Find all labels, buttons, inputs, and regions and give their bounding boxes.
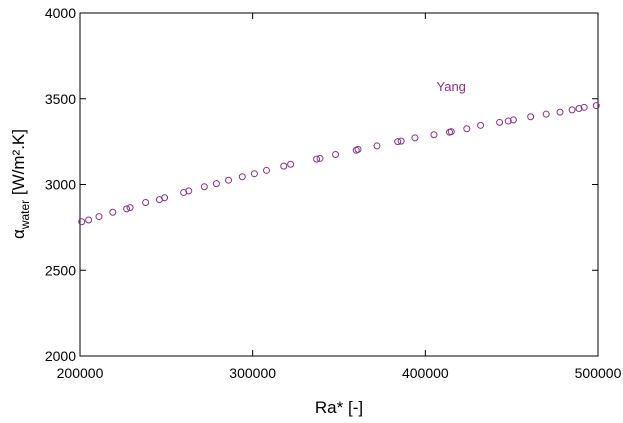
data-point bbox=[224, 176, 232, 184]
data-point bbox=[142, 199, 150, 207]
x-tick-label: 300000 bbox=[229, 365, 276, 381]
data-point bbox=[430, 131, 438, 139]
data-point bbox=[504, 117, 512, 125]
data-point bbox=[126, 204, 134, 212]
y-axis-title: αwater [W/m².K] bbox=[9, 129, 32, 239]
data-point bbox=[212, 180, 220, 188]
data-point bbox=[354, 145, 362, 153]
data-point bbox=[477, 121, 485, 129]
data-point bbox=[200, 183, 208, 191]
data-point bbox=[509, 116, 517, 124]
data-point bbox=[447, 128, 455, 136]
y-tick-label: 2000 bbox=[45, 348, 76, 364]
data-point bbox=[185, 187, 193, 195]
x-tick-label: 500000 bbox=[575, 365, 622, 381]
data-point bbox=[397, 137, 405, 145]
data-point bbox=[262, 166, 270, 174]
y-axis-title-subscript: water bbox=[18, 200, 32, 230]
data-point bbox=[580, 103, 588, 111]
data-point bbox=[463, 125, 471, 133]
data-point bbox=[280, 162, 288, 170]
data-point bbox=[123, 205, 131, 213]
y-tick-label: 2500 bbox=[45, 262, 76, 278]
x-axis-title: Ra* [-] bbox=[315, 398, 363, 417]
x-tick-label: 400000 bbox=[402, 365, 449, 381]
data-point bbox=[316, 154, 324, 162]
data-point bbox=[109, 208, 117, 216]
y-axis-title-symbol: α bbox=[9, 229, 28, 239]
y-tick-label: 4000 bbox=[45, 5, 76, 21]
data-point bbox=[542, 110, 550, 118]
data-point bbox=[78, 218, 86, 226]
series-annotation-label: Yang bbox=[437, 79, 466, 94]
data-points bbox=[78, 102, 600, 226]
data-point bbox=[161, 194, 169, 202]
y-tick-label: 3000 bbox=[45, 177, 76, 193]
y-axis-title-unit: [W/m².K] bbox=[9, 129, 28, 200]
y-tick-label: 3500 bbox=[45, 91, 76, 107]
data-point bbox=[575, 105, 583, 113]
data-point bbox=[568, 106, 576, 114]
data-point bbox=[411, 134, 419, 142]
data-point bbox=[95, 213, 103, 221]
data-point bbox=[373, 142, 381, 150]
data-point bbox=[332, 150, 340, 158]
plot-area-frame bbox=[79, 12, 599, 357]
data-point bbox=[394, 138, 402, 146]
data-point bbox=[238, 173, 246, 181]
x-axis: 200000 300000 400000 500000 bbox=[57, 13, 622, 381]
data-point bbox=[85, 216, 93, 224]
data-point bbox=[527, 113, 535, 121]
data-point bbox=[556, 108, 564, 116]
x-tick-label: 200000 bbox=[57, 365, 104, 381]
annotations: Yang bbox=[437, 79, 466, 94]
data-point bbox=[287, 160, 295, 168]
data-point bbox=[313, 155, 321, 163]
data-point bbox=[592, 102, 600, 110]
y-axis: 2000 2500 3000 3500 4000 bbox=[45, 5, 598, 364]
data-point bbox=[250, 170, 258, 178]
data-point bbox=[496, 118, 504, 126]
